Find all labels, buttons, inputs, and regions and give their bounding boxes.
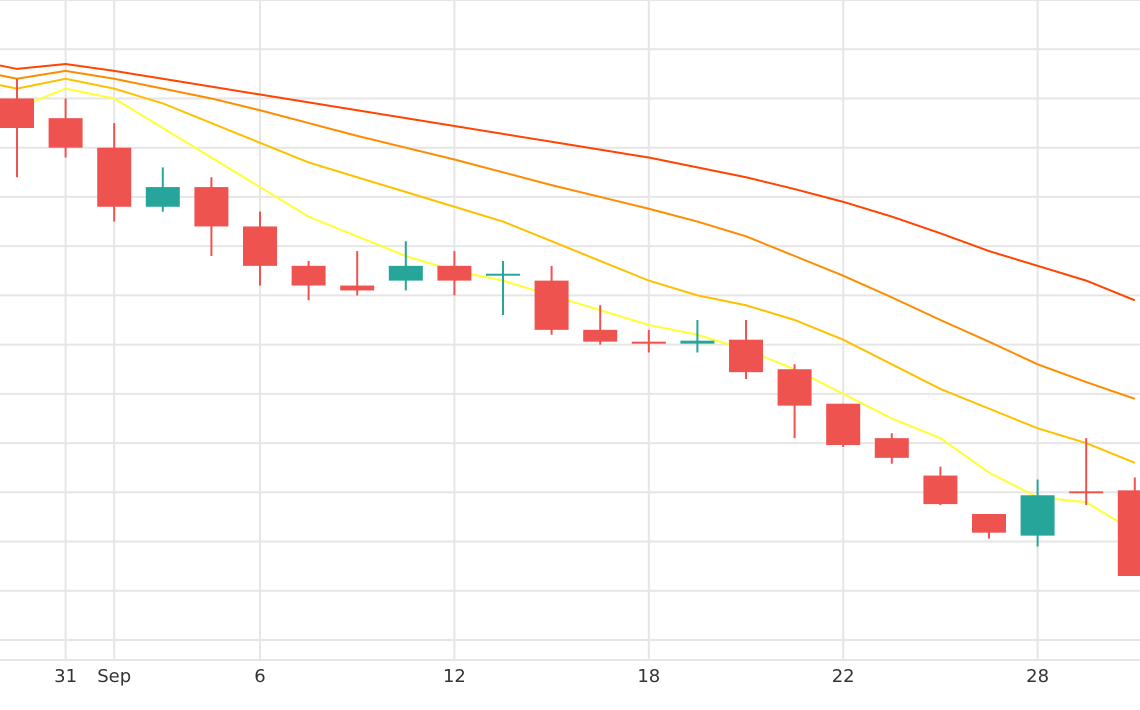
candle-body [1117, 490, 1140, 576]
moving-average-line [0, 77, 1136, 464]
candle [1117, 477, 1140, 576]
x-axis-tick-labels: 31 Sep 6 12 18 22 28 [54, 666, 1049, 687]
x-tick-label: 31 [54, 666, 77, 687]
candle [486, 260, 520, 316]
candle-body [194, 187, 229, 227]
candle [97, 123, 132, 222]
candle [243, 211, 277, 286]
x-tick-label: 18 [637, 666, 660, 687]
candle [534, 265, 569, 335]
candle [826, 403, 861, 448]
candles [0, 78, 1140, 576]
candle-body [534, 280, 569, 330]
candle [923, 466, 958, 506]
candle-body [826, 403, 861, 446]
candle [680, 320, 715, 353]
candle [1069, 438, 1104, 506]
candle-body [1020, 495, 1055, 536]
x-tick-label: 22 [832, 666, 855, 687]
candle [194, 177, 229, 256]
moving-average-line [0, 62, 1136, 302]
x-tick-label: Sep [97, 666, 131, 687]
x-tick-label: 28 [1026, 666, 1049, 687]
candle [874, 433, 909, 464]
candle-body [631, 341, 666, 344]
candle-body [340, 285, 375, 291]
horizontal-gridlines [0, 0, 1140, 661]
candle-body [486, 273, 520, 276]
candle-body [583, 329, 618, 342]
candle-body [437, 265, 472, 281]
candle-body [291, 265, 326, 286]
moving-average-line [0, 69, 1136, 400]
candle [340, 251, 375, 296]
candle-body [777, 369, 812, 406]
candle-body [972, 513, 1006, 533]
candle [972, 513, 1006, 539]
candle-body [923, 475, 958, 505]
candle [631, 329, 666, 353]
candle-body [243, 226, 277, 266]
candle-body [48, 118, 83, 148]
x-tick-label: 6 [254, 666, 265, 687]
candle [0, 78, 34, 178]
candle [777, 364, 812, 439]
candle [48, 98, 83, 158]
candle-body [145, 187, 180, 207]
candle [291, 260, 326, 301]
candle-body [729, 339, 763, 373]
candle [388, 241, 423, 291]
candle-body [388, 265, 423, 281]
x-tick-label: 12 [443, 666, 466, 687]
candle [729, 320, 763, 380]
candle [437, 251, 472, 296]
candle-body [97, 147, 132, 207]
candle [1020, 479, 1055, 547]
candle-body [0, 98, 34, 128]
candle [583, 305, 618, 345]
candle-body [874, 438, 909, 458]
candle-body [680, 340, 715, 344]
candle [145, 167, 180, 212]
candle-body [1069, 491, 1104, 494]
